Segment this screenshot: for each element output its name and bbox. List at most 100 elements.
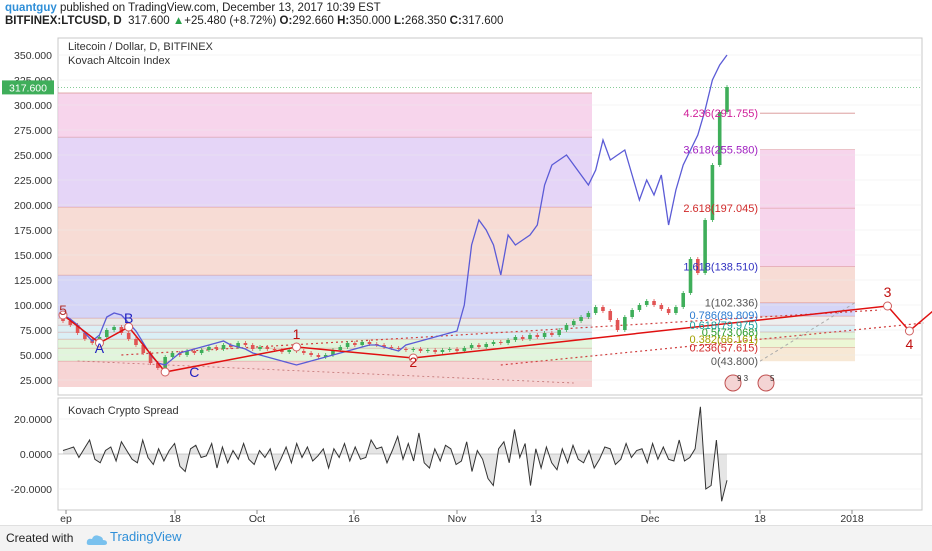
candle [353, 343, 357, 345]
candle [491, 342, 496, 344]
fib-right-band [760, 331, 855, 339]
candle [469, 345, 474, 348]
candle [615, 320, 620, 330]
close-label: C: [449, 15, 462, 27]
dotted-channel-bottom [500, 322, 925, 366]
fib-level-label: 3.618(255.580) [683, 144, 758, 156]
x-tick-label: Nov [448, 513, 467, 525]
indicator-label: Kovach Altcoin Index [68, 55, 171, 67]
fib-level-label: 4.236(291.755) [683, 108, 758, 120]
candle [411, 349, 416, 350]
chart-header: quantguy published on TradingView.com, D… [0, 0, 932, 28]
candle [688, 259, 693, 293]
created-with-label: Created with [6, 531, 74, 545]
wave-label: B [124, 310, 133, 326]
low-value: 268.350 [404, 15, 447, 27]
candle [75, 325, 80, 333]
candle [214, 347, 219, 349]
x-tick-label: Dec [641, 513, 660, 525]
tradingview-brand-link[interactable]: TradingView [110, 529, 182, 544]
up-arrow-icon: ▲ [172, 15, 185, 27]
fib-right-band [760, 316, 855, 325]
candle [681, 293, 686, 307]
low-label: L: [394, 15, 405, 27]
fib-left-band [58, 137, 592, 207]
wave-point [291, 342, 301, 352]
publish-info: published on TradingView.com, December 1… [59, 2, 381, 14]
candle [557, 330, 561, 335]
candle [250, 345, 255, 349]
high-value: 350.000 [349, 15, 391, 27]
wave-point [408, 353, 418, 363]
candle [207, 347, 211, 350]
last-price-label: 317.600 [9, 82, 47, 94]
wave-point [160, 367, 170, 377]
candle [571, 321, 576, 325]
chart-canvas[interactable]: 25.000 50.000 75.000 100.000 125.000 150.000 1… [0, 0, 932, 525]
fib-right-band [760, 347, 855, 362]
last-price-badge [2, 80, 54, 95]
wave-point [58, 310, 68, 320]
event-badge-label: 5 [770, 374, 775, 383]
candle [396, 348, 401, 349]
fib-level-label: 0(43.800) [711, 356, 758, 368]
x-tick-label: 13 [530, 513, 542, 525]
candle [404, 349, 408, 350]
kovach-altcoin-index-line [62, 54, 728, 366]
y-tick-label: 150.000 [14, 250, 52, 262]
candle [623, 317, 627, 330]
last-price: 317.600 [128, 15, 170, 27]
y-tick-label: 250.000 [14, 150, 52, 162]
author-link[interactable]: quantguy [5, 2, 57, 14]
candle [513, 337, 518, 340]
candle [506, 340, 510, 343]
y-tick-label: 300.000 [14, 100, 52, 112]
wave-point [883, 301, 893, 311]
fib-left-band [58, 318, 592, 325]
candle [221, 345, 226, 349]
fib-right-band [760, 149, 855, 208]
candle [703, 220, 707, 273]
wave-label: A [95, 340, 105, 356]
candle [579, 317, 583, 321]
fib-trend-line [759, 302, 856, 362]
candle [170, 353, 175, 357]
y-tick-label: 50.000 [20, 350, 52, 362]
candle [316, 355, 321, 357]
candle [229, 345, 233, 347]
candle [156, 363, 160, 368]
x-tick-label: 2018 [840, 513, 864, 525]
fib-level-label: 2.618(197.045) [683, 203, 758, 215]
fib-right-band [760, 266, 855, 303]
y-tick-label: 125.000 [14, 275, 52, 287]
candle [134, 339, 138, 345]
chart-title: Litecoin / Dollar, D, BITFINEX [68, 41, 214, 53]
candle [126, 333, 131, 339]
wave-point [124, 322, 134, 332]
candle [717, 112, 722, 165]
candle [630, 310, 634, 317]
candle [550, 333, 554, 335]
y-tick-label: 275.000 [14, 125, 52, 137]
candle [280, 350, 284, 352]
candle [440, 350, 445, 352]
candle [265, 347, 270, 349]
y-tick-label: 225.000 [14, 175, 52, 187]
dotted-channel-top [121, 309, 881, 356]
candle [148, 353, 153, 363]
wave-label: 5 [59, 302, 67, 318]
fib-left-band [58, 93, 592, 137]
event-badge-icon [757, 374, 775, 392]
candle [535, 335, 540, 337]
candle [608, 311, 613, 320]
fib-level-label: 0.382(66.161) [690, 334, 759, 346]
candle [367, 342, 372, 344]
wave-label: C [189, 364, 199, 380]
open-label: O: [279, 15, 293, 27]
candle [725, 87, 729, 112]
fib-left-band [58, 361, 592, 387]
candle [484, 344, 489, 347]
candle [666, 309, 671, 313]
candle [83, 333, 87, 339]
y-tick-label: 25.000 [20, 375, 52, 387]
